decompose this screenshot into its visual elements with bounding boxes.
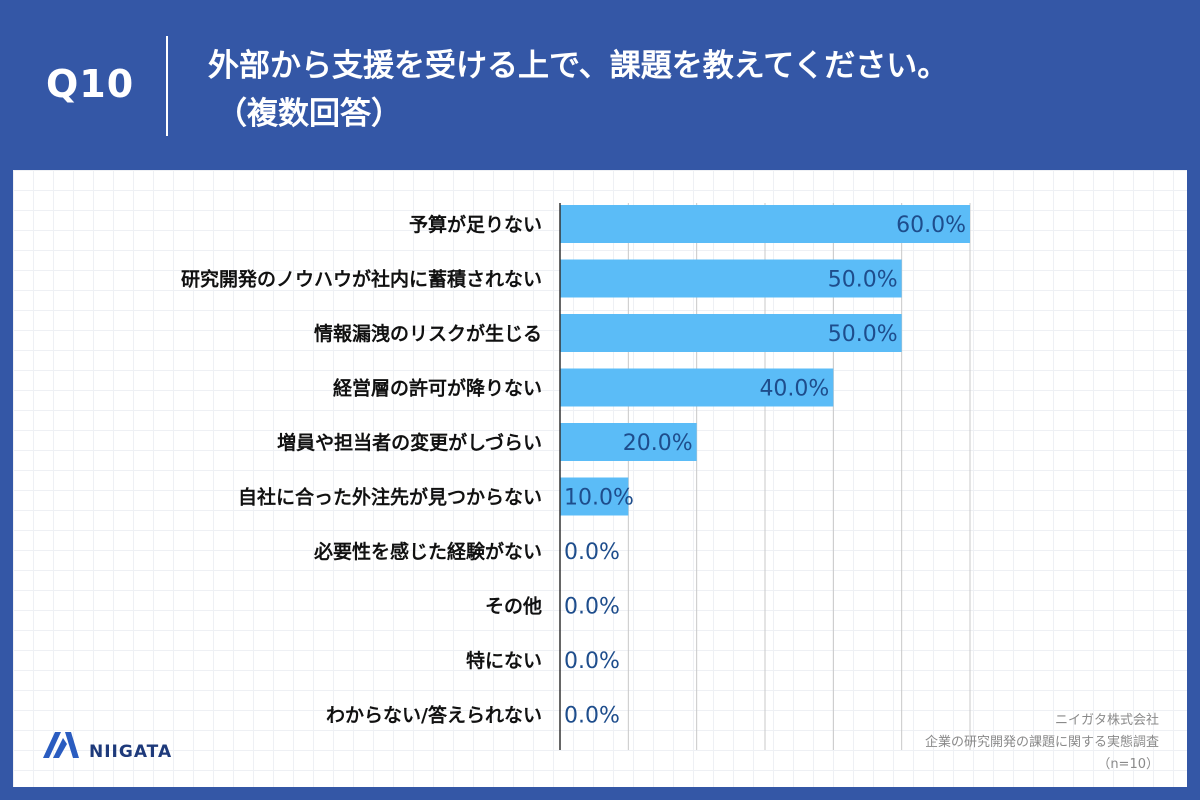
question-line-1: 外部から支援を受ける上で、課題を教えてください。 xyxy=(208,48,949,84)
category-label: 研究開発のノウハウが社内に蓄積されない xyxy=(181,268,542,291)
bar xyxy=(560,477,629,516)
value-label: 0.0% xyxy=(564,649,620,674)
value-label: 20.0% xyxy=(623,431,693,456)
source-survey: 企業の研究開発の課題に関する実態調査 xyxy=(924,735,1159,750)
header-divider xyxy=(166,36,168,136)
category-label: その他 xyxy=(485,595,542,618)
category-label: 情報漏洩のリスクが生じる xyxy=(314,322,542,345)
category-label: 予算が足りない xyxy=(409,213,542,236)
value-label: 0.0% xyxy=(564,704,620,729)
value-label: 0.0% xyxy=(564,595,620,620)
niigata-logo-icon xyxy=(43,732,79,758)
bar-chart: 予算が足りない 60.0% 研究開発のノウハウが社内に蓄積されない 50.0% 情報漏洩… xyxy=(181,203,971,750)
bar xyxy=(560,205,970,243)
bar xyxy=(560,259,902,298)
value-label: 0.0% xyxy=(564,540,620,565)
bar xyxy=(560,368,834,407)
question-number: Q10 xyxy=(46,62,135,106)
value-label: 40.0% xyxy=(759,377,829,402)
category-label: 必要性を感じた経験がない xyxy=(313,540,542,563)
question-text: 外部から支援を受ける上で、課題を教えてください。 （複数回答） xyxy=(208,42,1168,138)
category-label: わからない/答えられない xyxy=(326,704,542,727)
source-note: ニイガタ株式会社 企業の研究開発の課題に関する実態調査 （n=10） xyxy=(925,710,1159,776)
value-label: 10.0% xyxy=(564,486,634,511)
category-label: 特にない xyxy=(466,650,542,672)
source-company: ニイガタ株式会社 xyxy=(1054,713,1159,728)
header: Q10 外部から支援を受ける上で、課題を教えてください。 （複数回答） xyxy=(0,0,1200,170)
category-label: 自社に合った外注先が見つからない xyxy=(238,486,542,509)
category-label: 経営層の許可が降りない xyxy=(333,377,542,400)
source-sample: （n=10） xyxy=(1097,757,1159,772)
brand-name: NIIGATA xyxy=(89,742,173,762)
bar xyxy=(560,314,902,352)
value-label: 50.0% xyxy=(828,268,898,293)
bar xyxy=(560,423,697,461)
value-label: 60.0% xyxy=(896,213,966,238)
category-label: 増員や担当者の変更がしづらい xyxy=(277,431,542,454)
question-line-2: （複数回答） xyxy=(216,96,402,132)
chart-panel: 予算が足りない 60.0% 研究開発のノウハウが社内に蓄積されない 50.0% 情報漏洩… xyxy=(13,170,1187,787)
value-label: 50.0% xyxy=(828,322,898,347)
